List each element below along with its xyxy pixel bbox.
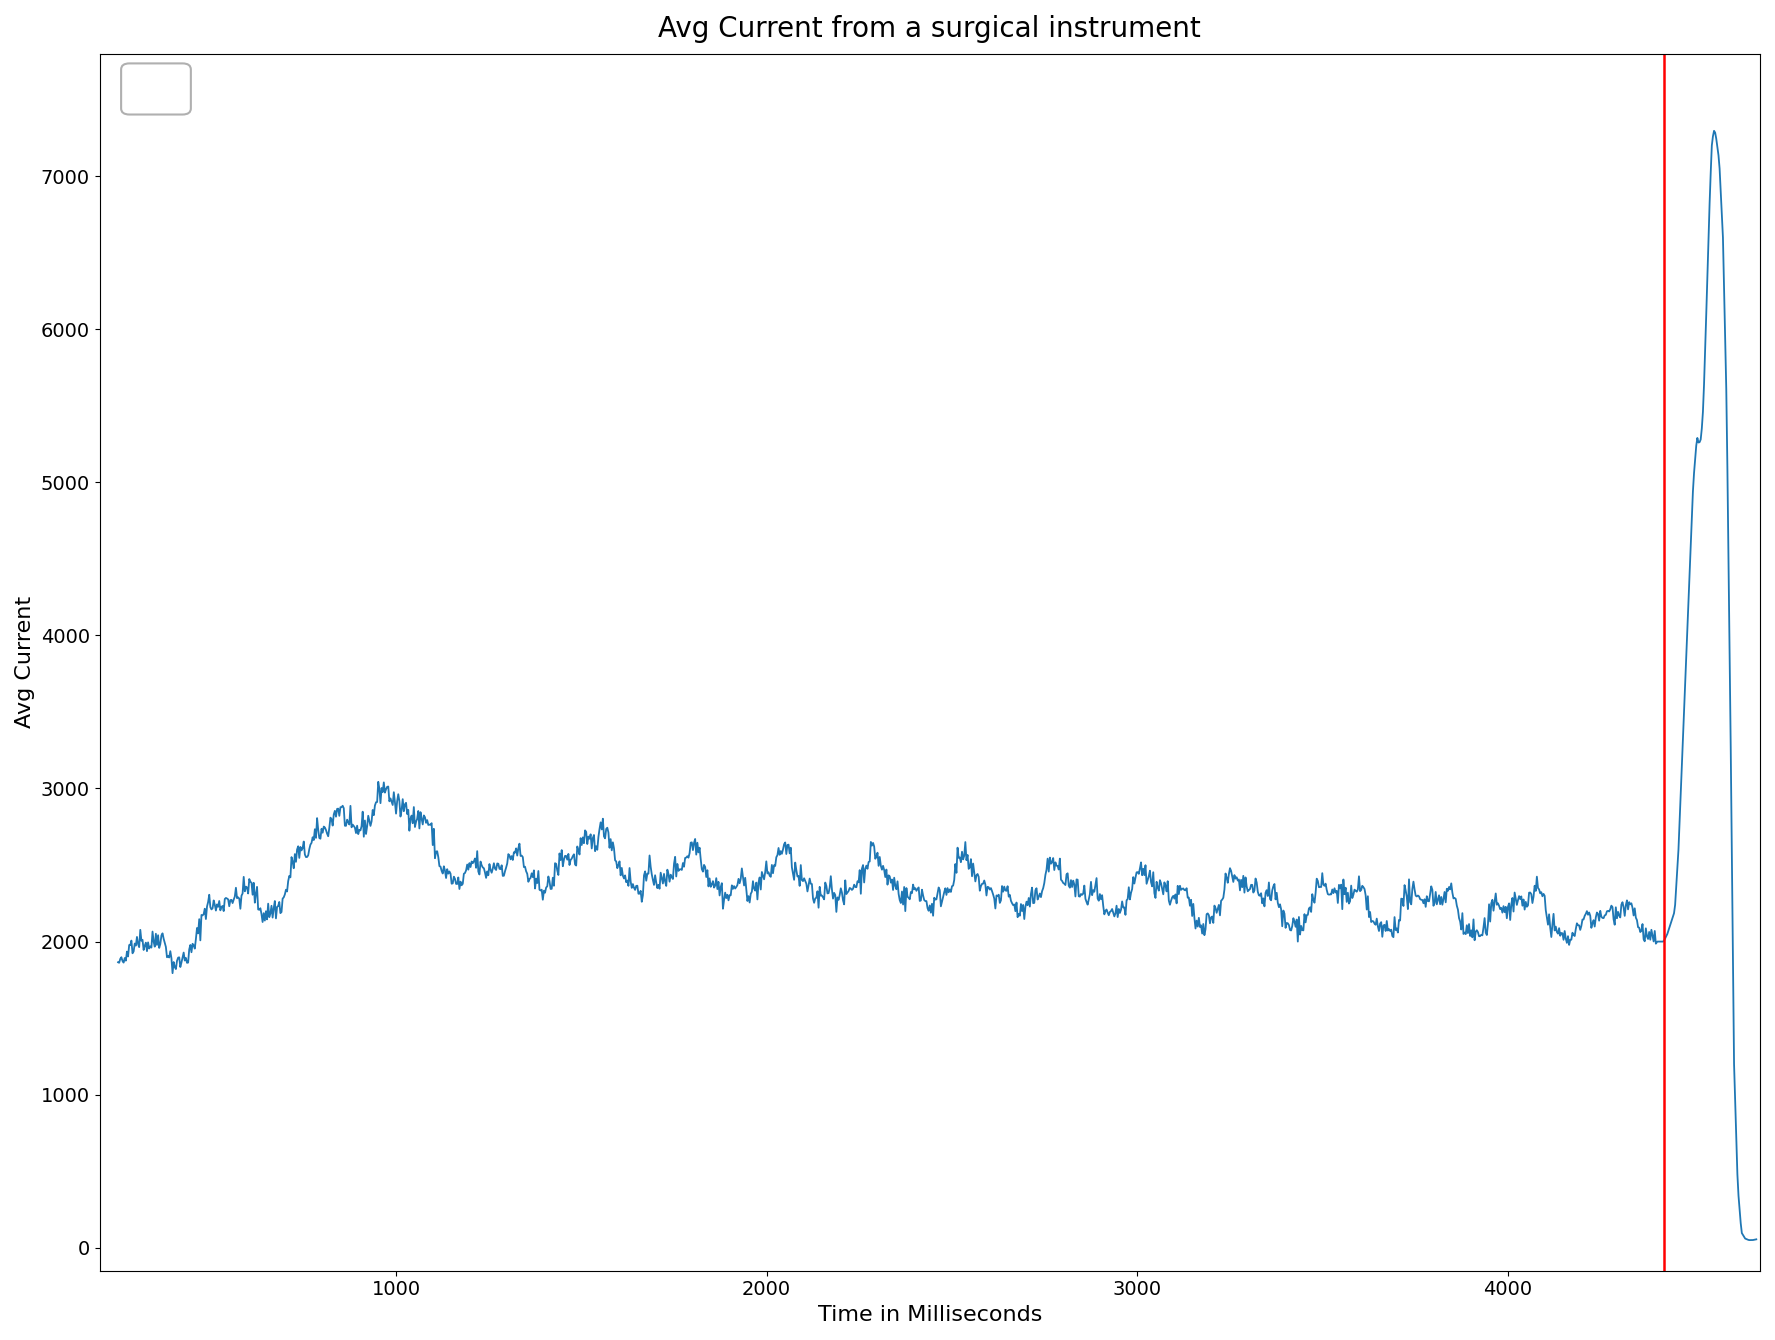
Title: Avg Current from a surgical instrument: Avg Current from a surgical instrument [659, 15, 1202, 43]
FancyBboxPatch shape [121, 63, 192, 114]
Y-axis label: Avg Current: Avg Current [14, 596, 36, 728]
X-axis label: Time in Milliseconds: Time in Milliseconds [818, 1305, 1042, 1325]
